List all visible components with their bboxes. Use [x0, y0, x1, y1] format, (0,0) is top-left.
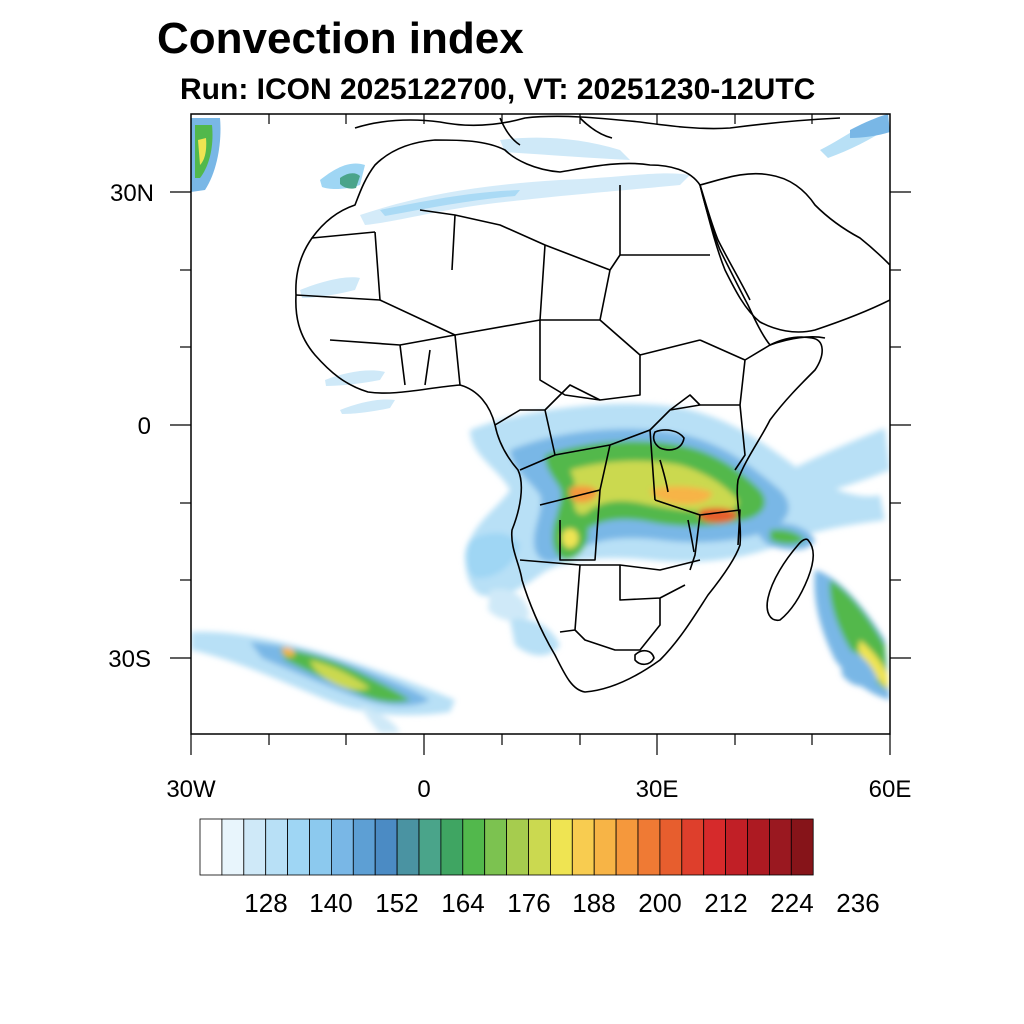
red-sea-east — [699, 184, 751, 301]
colorbar-box — [703, 818, 727, 876]
colorbar-box — [769, 818, 792, 876]
y-tick-label-30n: 30N — [110, 180, 154, 207]
x-tick-label-60e: 60E — [869, 776, 912, 803]
colorbar-box — [396, 818, 420, 876]
chart-subtitle: Run: ICON 2025122700, VT: 20251230-12UTC — [180, 73, 816, 106]
gulf-of-aden — [769, 336, 826, 346]
lake-malawi — [687, 519, 695, 553]
colorbar-box — [725, 818, 748, 876]
colorbar-box — [352, 818, 376, 876]
field-sw-tail — [360, 705, 400, 733]
axis-ticks — [170, 114, 911, 755]
colorbar-box — [309, 818, 332, 876]
x-tick-label-0: 0 — [417, 776, 430, 803]
colorbar-box — [221, 818, 245, 876]
colorbar-box — [593, 818, 617, 876]
borders-east — [669, 339, 771, 471]
field-angola-hot — [561, 528, 579, 549]
borders-north — [374, 185, 710, 401]
map-frame — [190, 113, 891, 735]
field-se-tongue — [840, 649, 878, 687]
colorbar-box — [418, 818, 442, 876]
field-gulf-guinea — [340, 399, 395, 414]
y-tick-label-30s: 30S — [108, 646, 151, 673]
colorbar-label: 224 — [770, 888, 813, 918]
colorbar-box — [747, 818, 770, 876]
colorbar-box — [287, 818, 310, 876]
colorbar-label: 236 — [836, 888, 879, 918]
colorbar-box — [462, 818, 486, 876]
colorbar-box — [790, 818, 814, 876]
lesotho — [634, 649, 655, 666]
chart-title: Convection index — [157, 14, 524, 63]
colorbar-label: 200 — [638, 888, 681, 918]
borders-south — [519, 559, 701, 651]
field-south-africa — [510, 618, 560, 656]
borders-west — [295, 231, 461, 386]
colorbar-box — [637, 818, 661, 876]
field-morocco-core — [340, 173, 360, 189]
borders-central — [494, 384, 741, 571]
x-tick-label-30w: 30W — [166, 776, 216, 803]
x-tick-label-30e: 30E — [636, 776, 679, 803]
colorbar-box — [528, 818, 551, 876]
colorbar-box — [615, 818, 639, 876]
colorbar — [199, 818, 814, 876]
field-north-band-2 — [380, 190, 520, 216]
y-tick-label-0: 0 — [138, 413, 151, 440]
italy-balkans — [499, 117, 613, 146]
colorbar-label: 188 — [572, 888, 615, 918]
colorbar-box — [659, 818, 683, 876]
colorbar-box — [484, 818, 508, 876]
colorbar-label: 212 — [704, 888, 747, 918]
colorbar-label: 164 — [441, 888, 484, 918]
colorbar-box — [330, 818, 354, 876]
madagascar-coastline — [766, 538, 815, 622]
field-west-angola-coast — [465, 533, 520, 579]
europe-coastline — [354, 115, 841, 130]
colorbar-box — [265, 818, 289, 876]
colorbar-box — [571, 818, 595, 876]
colorbar-box — [550, 818, 573, 876]
field-indian-ocean-east — [790, 428, 890, 498]
field-mediterranean — [500, 137, 630, 160]
field-west-sahara — [300, 277, 360, 298]
lake-victoria — [652, 429, 685, 451]
colorbar-box — [374, 818, 398, 876]
field-mozambique-core — [770, 529, 805, 545]
colorbar-label: 152 — [375, 888, 418, 918]
field-south-atlantic-yellow — [310, 660, 370, 691]
colorbar-box — [243, 818, 267, 876]
colorbar-box — [440, 818, 464, 876]
colorbar-box — [506, 818, 529, 876]
colorbar-label: 140 — [309, 888, 352, 918]
colorbar-label: 176 — [507, 888, 550, 918]
field-nw-corner-hot — [198, 138, 207, 165]
field-ne-corner — [850, 114, 890, 138]
lake-tanganyika — [659, 459, 669, 493]
field-west-africa — [325, 370, 385, 386]
colorbar-box — [681, 818, 705, 876]
colorbar-box — [199, 818, 223, 876]
colorbar-labels: 128 140 152 164 176 188 200 212 224 236 — [244, 888, 879, 918]
field-central-orange-2 — [650, 486, 712, 505]
field-madagascar-yellow — [858, 640, 888, 690]
africa-coastline — [295, 139, 823, 693]
field-south-atlantic-hot — [282, 647, 295, 657]
field-namibia-offshore — [488, 588, 530, 622]
colorbar-label: 128 — [244, 888, 287, 918]
field-north-band-1 — [360, 173, 690, 225]
